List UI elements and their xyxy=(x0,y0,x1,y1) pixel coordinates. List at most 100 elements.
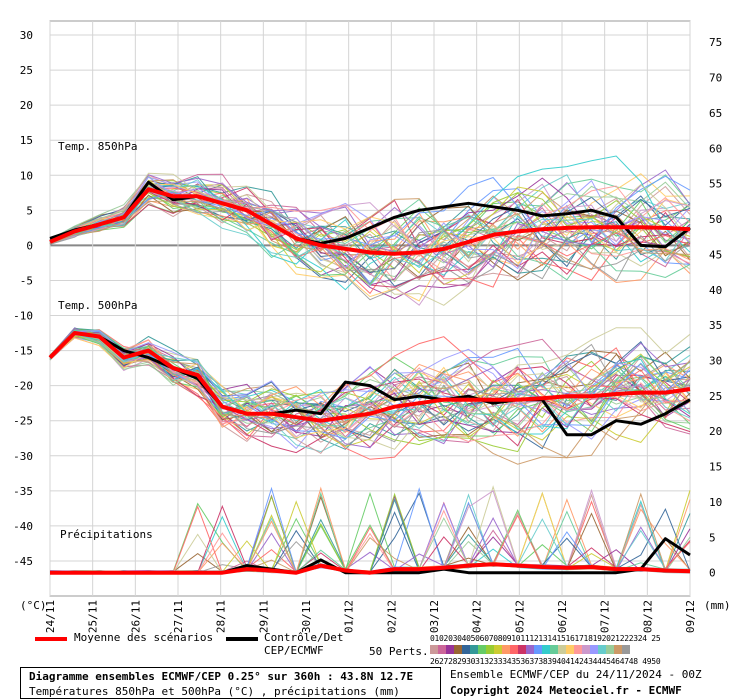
left-tick-label: 30 xyxy=(20,29,33,42)
member-series xyxy=(49,333,691,424)
palette-swatch xyxy=(550,645,558,654)
right-tick-label: 50 xyxy=(709,213,722,226)
palette-swatch xyxy=(526,645,534,654)
run-info: Ensemble ECMWF/CEP du 24/11/2024 - 00Z xyxy=(450,668,702,681)
right-tick-label: 45 xyxy=(709,248,722,261)
right-tick-label: 5 xyxy=(709,531,716,544)
highlight-lines xyxy=(48,180,691,575)
left-tick-label: -45 xyxy=(13,555,33,568)
palette-swatch xyxy=(574,645,582,654)
x-tick-label: 24/11 xyxy=(44,600,57,633)
x-tick-label: 26/11 xyxy=(129,600,142,633)
right-tick-label: 20 xyxy=(709,425,722,438)
left-tick-label: -35 xyxy=(13,485,33,498)
x-tick-label: 25/11 xyxy=(87,600,100,633)
palette-swatch xyxy=(590,645,598,654)
t500-mean-line xyxy=(48,331,691,423)
left-tick-label: -40 xyxy=(13,520,33,533)
left-tick-label: 25 xyxy=(20,64,33,77)
right-tick-label: 40 xyxy=(709,284,722,297)
member-series xyxy=(49,172,691,274)
x-tick-label: 29/11 xyxy=(257,600,270,633)
palette-swatch xyxy=(542,645,550,654)
palette-swatch xyxy=(494,645,502,654)
member-series xyxy=(49,334,691,443)
left-tick-label: -15 xyxy=(13,345,33,358)
x-tick-label: 04/12 xyxy=(471,600,484,633)
palette-row1-numbers: 0102030405060708091011121314151617181920… xyxy=(430,634,661,643)
right-tick-label: 65 xyxy=(709,107,722,120)
palette-swatch xyxy=(510,645,518,654)
palette-swatch xyxy=(614,645,622,654)
left-tick-label: -20 xyxy=(13,380,33,393)
label-precip: Précipitations xyxy=(60,528,153,541)
right-tick-label: 15 xyxy=(709,461,722,474)
member-series xyxy=(49,176,691,270)
x-tick-label: 27/11 xyxy=(172,600,185,633)
palette-swatch xyxy=(534,645,542,654)
palette-swatch xyxy=(470,645,478,654)
member-series xyxy=(49,179,691,258)
legend-control-label2: CEP/ECMWF xyxy=(264,644,324,657)
copyright: Copyright 2024 Meteociel.fr - ECMWF xyxy=(450,684,682,697)
palette-swatch xyxy=(478,645,486,654)
member-series xyxy=(49,332,691,442)
member-series xyxy=(49,198,691,271)
left-axis-ticks: 30 25 20 15 10 5 0 -5 -10 -15 -20 -25 -30 -35 -40 -45 xyxy=(13,29,33,568)
legend-mean-swatch xyxy=(35,637,67,641)
x-tick-label: 02/12 xyxy=(385,600,398,633)
palette-swatch xyxy=(446,645,454,654)
palette-swatch xyxy=(438,645,446,654)
right-tick-label: 60 xyxy=(709,142,722,155)
left-tick-label: -5 xyxy=(20,274,33,287)
member-series xyxy=(49,175,691,246)
legend-perts-label: 50 Perts. xyxy=(369,645,429,658)
palette-swatch xyxy=(606,645,614,654)
t850-control-line xyxy=(49,180,691,249)
x-tick-label: 05/12 xyxy=(513,600,526,633)
palette-swatch xyxy=(462,645,470,654)
x-axis-ticks: 24/11 25/11 26/11 27/11 28/11 29/11 30/11 01/12… xyxy=(44,600,697,633)
palette-swatch xyxy=(566,645,574,654)
legend-control-swatch xyxy=(226,637,258,641)
left-tick-label: 15 xyxy=(20,134,33,147)
legend-control-label: Contrôle/Det xyxy=(264,631,344,644)
palette-row2-numbers: 2627282930313233343536373839404142434445… xyxy=(430,657,661,666)
x-tick-label: 07/12 xyxy=(599,600,612,633)
right-tick-label: 0 xyxy=(709,567,716,580)
x-tick-label: 06/12 xyxy=(556,600,569,633)
title-box: Diagramme ensembles ECMWF/CEP 0.25° sur … xyxy=(20,667,441,699)
right-tick-label: 25 xyxy=(709,390,722,403)
t850-mean-line xyxy=(49,187,691,256)
label-t850: Temp. 850hPa xyxy=(58,140,137,153)
x-tick-label: 08/12 xyxy=(641,600,654,633)
left-tick-label: 20 xyxy=(20,99,33,112)
right-tick-label: 35 xyxy=(709,319,722,332)
x-tick-label: 09/12 xyxy=(684,600,697,633)
palette-swatch xyxy=(598,645,606,654)
x-tick-label: 03/12 xyxy=(428,600,441,633)
palette-swatch xyxy=(558,645,566,654)
ensemble-members xyxy=(49,155,691,575)
member-series xyxy=(49,329,691,413)
member-series xyxy=(49,194,691,257)
member-series xyxy=(49,330,691,437)
precip-mean-line xyxy=(50,562,691,575)
left-tick-label: -25 xyxy=(13,415,33,428)
palette-row1-swatches xyxy=(430,645,630,654)
palette-swatch xyxy=(518,645,526,654)
t500-control-line xyxy=(48,331,691,437)
label-t500: Temp. 500hPa xyxy=(58,299,137,312)
title-main: Diagramme ensembles ECMWF/CEP 0.25° sur … xyxy=(29,670,414,683)
palette-swatch xyxy=(582,645,590,654)
member-series xyxy=(49,169,691,268)
right-tick-label: 10 xyxy=(709,496,722,509)
x-tick-label: 01/12 xyxy=(343,600,356,633)
left-tick-label: -10 xyxy=(13,310,33,323)
right-axis-unit: (mm) xyxy=(704,599,731,612)
right-tick-label: 70 xyxy=(709,72,722,85)
member-series xyxy=(49,332,691,437)
left-tick-label: 5 xyxy=(26,204,33,217)
